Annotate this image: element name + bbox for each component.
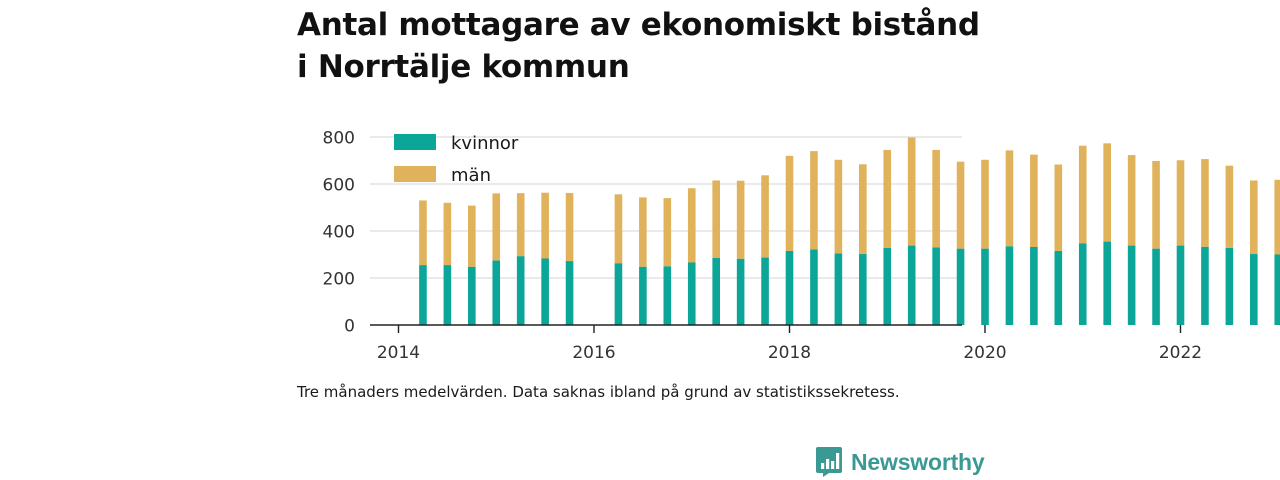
x-tick-label: 2016 bbox=[572, 343, 615, 363]
bar-kvinnor bbox=[492, 260, 501, 326]
x-axis-ticks: 201420162018202020222024 bbox=[377, 325, 1202, 363]
brand-name: Newsworthy bbox=[851, 448, 985, 475]
bar-man bbox=[1152, 160, 1160, 249]
bar-man bbox=[956, 161, 965, 249]
bar-man bbox=[492, 193, 501, 261]
bar-kvinnor bbox=[1176, 245, 1185, 325]
bar-kvinnor bbox=[541, 258, 549, 325]
bar-chart-speech-bubble-icon bbox=[816, 447, 842, 477]
bar-man bbox=[859, 164, 867, 255]
bar-kvinnor bbox=[932, 247, 940, 325]
bar-man bbox=[981, 159, 989, 249]
bar-man bbox=[1274, 179, 1280, 255]
y-tick-label: 800 bbox=[323, 129, 355, 149]
bar-kvinnor bbox=[785, 250, 794, 325]
bar-man bbox=[1127, 155, 1136, 246]
bar-kvinnor bbox=[907, 245, 916, 325]
bar-man bbox=[785, 155, 794, 251]
bar-kvinnor bbox=[712, 258, 720, 325]
bar-man bbox=[810, 151, 818, 250]
x-tick-label: 2022 bbox=[1159, 343, 1202, 363]
bar-man bbox=[1225, 165, 1234, 248]
bar-kvinnor bbox=[1005, 246, 1014, 325]
x-tick-label: 2020 bbox=[963, 343, 1006, 363]
bar-man bbox=[883, 149, 892, 248]
bar-man bbox=[516, 193, 525, 257]
legend: kvinnor män bbox=[394, 133, 519, 186]
bar-kvinnor bbox=[468, 266, 476, 325]
newsworthy-logo: Newsworthy bbox=[815, 446, 985, 478]
bar-man bbox=[614, 194, 623, 264]
bar-kvinnor bbox=[834, 253, 843, 325]
bar-kvinnor bbox=[1054, 250, 1063, 325]
legend-label-kvinnor: kvinnor bbox=[451, 133, 519, 154]
bar-man bbox=[834, 159, 843, 254]
bar-man bbox=[1176, 160, 1185, 246]
bar-man bbox=[1250, 180, 1258, 255]
x-tick-label: 2018 bbox=[768, 343, 811, 363]
bar-kvinnor bbox=[981, 248, 989, 326]
bar-man bbox=[932, 149, 940, 248]
y-tick-label: 600 bbox=[323, 176, 355, 196]
bar-man bbox=[639, 197, 647, 267]
bar-kvinnor bbox=[1127, 245, 1136, 325]
bar-man bbox=[687, 188, 696, 263]
bar-kvinnor bbox=[443, 265, 452, 325]
bar-kvinnor bbox=[1225, 247, 1234, 325]
y-tick-label: 400 bbox=[323, 223, 355, 243]
bar-kvinnor bbox=[516, 256, 525, 325]
bar-kvinnor bbox=[1103, 241, 1111, 325]
bar-man bbox=[761, 175, 769, 258]
bar-man bbox=[1005, 150, 1014, 247]
bar-kvinnor bbox=[736, 258, 745, 325]
bar-kvinnor bbox=[1250, 254, 1258, 325]
bar-kvinnor bbox=[883, 247, 892, 325]
bar-man bbox=[565, 192, 574, 262]
y-tick-label: 200 bbox=[323, 270, 355, 290]
bar-kvinnor bbox=[614, 263, 623, 325]
bar-kvinnor bbox=[639, 266, 647, 325]
y-tick-label: 0 bbox=[344, 317, 355, 337]
bar-man bbox=[736, 180, 745, 259]
bar-man bbox=[443, 202, 452, 266]
legend-swatch-man bbox=[394, 166, 436, 182]
bar-man bbox=[468, 205, 476, 267]
bar-man bbox=[1030, 154, 1038, 247]
bar-man bbox=[1078, 145, 1087, 244]
bar-man bbox=[1103, 143, 1111, 242]
chart-footnote: Tre månaders medelvärden. Data saknas ib… bbox=[297, 383, 900, 401]
bar-man bbox=[1054, 164, 1063, 251]
chart-title: Antal mottagare av ekonomiskt bistånd i … bbox=[297, 7, 980, 85]
bar-kvinnor bbox=[859, 254, 867, 325]
bar-man bbox=[419, 200, 427, 266]
y-axis-ticks: 0 200 400 600 800 bbox=[323, 129, 355, 337]
legend-swatch-kvinnor bbox=[394, 134, 436, 150]
bar-kvinnor bbox=[1274, 254, 1280, 325]
bar-kvinnor bbox=[956, 248, 965, 326]
bar-man bbox=[712, 180, 720, 259]
bar-kvinnor bbox=[565, 261, 574, 325]
x-tick-label: 2014 bbox=[377, 343, 420, 363]
bars bbox=[419, 137, 1280, 326]
bar-kvinnor bbox=[1078, 243, 1087, 325]
bar-kvinnor bbox=[1201, 246, 1209, 325]
bar-man bbox=[541, 192, 549, 259]
bar-kvinnor bbox=[761, 257, 769, 325]
bar-kvinnor bbox=[663, 266, 672, 325]
bar-kvinnor bbox=[687, 262, 696, 325]
bar-kvinnor bbox=[1030, 246, 1038, 325]
bar-kvinnor bbox=[1152, 248, 1160, 326]
bar-man bbox=[907, 137, 916, 246]
bar-man bbox=[663, 198, 672, 267]
legend-label-man: män bbox=[451, 165, 491, 186]
bar-kvinnor bbox=[810, 249, 818, 325]
bar-kvinnor bbox=[419, 265, 427, 325]
bar-man bbox=[1201, 159, 1209, 247]
